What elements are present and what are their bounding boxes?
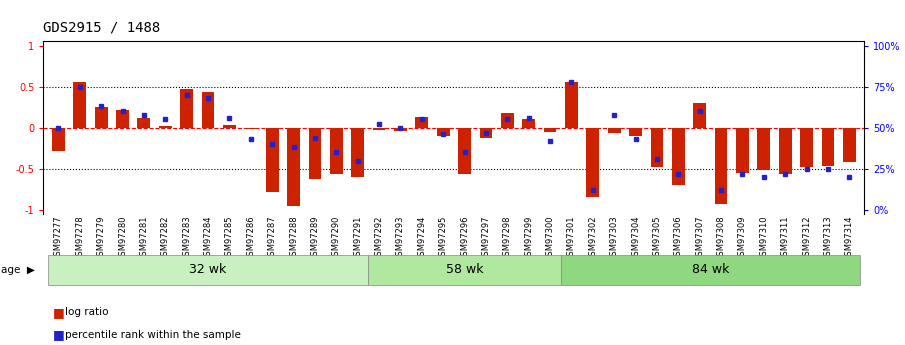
Bar bbox=[500, 113, 514, 128]
Bar bbox=[159, 126, 172, 128]
Bar bbox=[561, 255, 860, 285]
Text: ■: ■ bbox=[52, 306, 64, 319]
Text: percentile rank within the sample: percentile rank within the sample bbox=[65, 330, 241, 339]
Bar bbox=[736, 128, 748, 173]
Text: age  ▶: age ▶ bbox=[1, 265, 34, 275]
Text: ■: ■ bbox=[52, 328, 64, 341]
Bar bbox=[651, 128, 663, 167]
Bar bbox=[368, 255, 561, 285]
Bar bbox=[672, 128, 685, 185]
Bar bbox=[223, 125, 236, 128]
Text: 84 wk: 84 wk bbox=[691, 263, 729, 276]
Bar bbox=[309, 128, 321, 179]
Bar bbox=[458, 128, 471, 175]
Bar bbox=[544, 128, 557, 132]
Bar bbox=[779, 128, 792, 175]
Bar bbox=[800, 128, 813, 167]
Text: GDS2915 / 1488: GDS2915 / 1488 bbox=[43, 20, 161, 34]
Text: log ratio: log ratio bbox=[65, 307, 109, 317]
Bar bbox=[843, 128, 856, 162]
Bar bbox=[73, 82, 86, 128]
Bar bbox=[629, 128, 642, 136]
Bar bbox=[394, 128, 407, 131]
Bar bbox=[287, 128, 300, 206]
Bar bbox=[480, 128, 492, 138]
Bar bbox=[415, 117, 428, 128]
Bar bbox=[757, 128, 770, 170]
Bar bbox=[48, 255, 368, 285]
Bar bbox=[522, 119, 535, 128]
Bar bbox=[608, 128, 621, 132]
Bar bbox=[180, 89, 193, 128]
Text: 58 wk: 58 wk bbox=[446, 263, 483, 276]
Bar bbox=[373, 128, 386, 130]
Bar bbox=[52, 128, 65, 151]
Bar bbox=[116, 110, 129, 128]
Bar bbox=[266, 128, 279, 192]
Bar bbox=[693, 103, 706, 128]
Bar bbox=[437, 128, 450, 136]
Bar bbox=[138, 118, 150, 128]
Bar bbox=[351, 128, 364, 177]
Bar bbox=[586, 128, 599, 197]
Text: 32 wk: 32 wk bbox=[189, 263, 226, 276]
Bar bbox=[95, 107, 108, 128]
Bar bbox=[330, 128, 343, 175]
Bar bbox=[202, 92, 214, 128]
Bar bbox=[565, 82, 577, 128]
Bar bbox=[715, 128, 728, 204]
Bar bbox=[822, 128, 834, 166]
Bar bbox=[244, 128, 257, 129]
